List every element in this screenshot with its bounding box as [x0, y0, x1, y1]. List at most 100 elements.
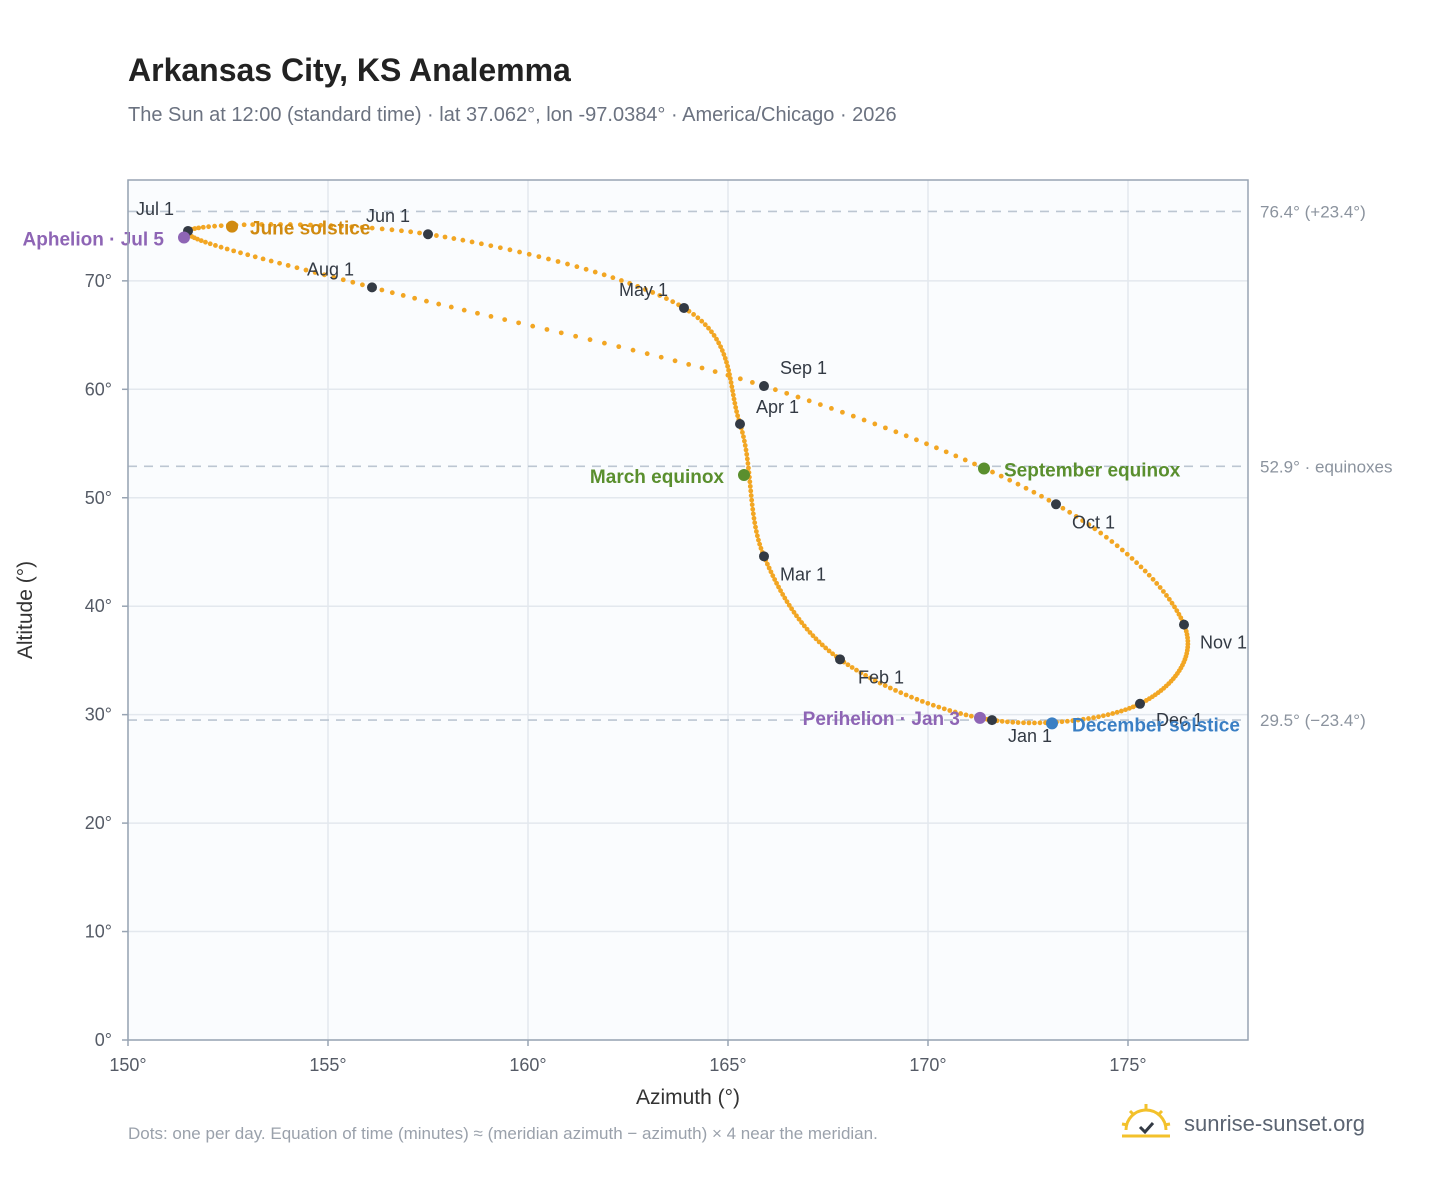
daily-dot — [241, 222, 247, 228]
daily-dot — [721, 352, 727, 357]
daily-dot — [726, 367, 732, 373]
daily-dot — [718, 344, 724, 350]
daily-dot — [714, 336, 719, 342]
x-tick-label: 165° — [709, 1055, 746, 1075]
daily-dot — [412, 295, 418, 301]
brand-name: sunrise-sunset.org — [1184, 1111, 1365, 1136]
daily-dot — [746, 465, 751, 471]
daily-dot — [733, 404, 739, 410]
plot-area — [128, 180, 1248, 1040]
daily-dot — [399, 228, 404, 234]
month-label: Mar 1 — [780, 564, 826, 584]
daily-dot — [1007, 477, 1013, 483]
daily-dot — [740, 430, 745, 435]
daily-dot — [709, 329, 714, 335]
daily-dot — [340, 277, 346, 283]
daily-dot — [536, 254, 542, 260]
daily-dot — [732, 400, 738, 406]
daily-dot — [1086, 716, 1091, 721]
month-label: May 1 — [619, 280, 668, 300]
daily-dot — [909, 694, 914, 700]
daily-dot — [1010, 719, 1016, 725]
daily-dot — [1154, 581, 1160, 586]
x-tick-label: 150° — [109, 1055, 146, 1075]
daily-dot — [207, 241, 213, 247]
event-marker — [226, 220, 238, 233]
daily-dot — [627, 281, 633, 286]
daily-dot — [658, 354, 664, 360]
daily-dot — [359, 224, 365, 230]
daily-dot — [903, 433, 909, 439]
month-label: Sep 1 — [780, 358, 827, 378]
daily-dot — [914, 696, 920, 702]
event-label: March equinox — [590, 467, 725, 488]
daily-dot — [339, 223, 344, 229]
daily-dot — [630, 347, 636, 353]
month-label: Jun 1 — [366, 206, 410, 226]
daily-dot — [1080, 518, 1086, 523]
daily-dot — [203, 239, 208, 245]
daily-dot — [331, 274, 337, 280]
daily-dot — [252, 254, 258, 260]
daily-dot — [919, 698, 925, 704]
daily-dot — [748, 493, 754, 498]
daily-dot — [1005, 719, 1010, 725]
daily-dot — [813, 636, 819, 642]
x-tick-label: 155° — [309, 1055, 346, 1075]
daily-dot — [318, 222, 324, 228]
event-label: Perihelion · Jan 3 — [803, 709, 960, 730]
daily-dot — [350, 279, 356, 285]
daily-dot — [195, 236, 200, 242]
event-label: December solstice — [1072, 715, 1240, 736]
daily-dot — [250, 222, 256, 227]
brand[interactable]: sunrise-sunset.org — [1120, 1102, 1365, 1146]
sun-icon — [1120, 1102, 1172, 1147]
daily-dot — [602, 340, 607, 346]
daily-dot — [389, 227, 395, 233]
daily-dot — [502, 317, 508, 323]
daily-dot — [953, 453, 959, 459]
daily-dot — [1073, 513, 1079, 519]
daily-dot — [1046, 497, 1052, 503]
daily-dot — [1142, 568, 1148, 574]
daily-dot — [1118, 708, 1124, 714]
daily-dot — [734, 409, 739, 414]
daily-dot — [389, 290, 395, 296]
daily-dot — [730, 392, 736, 398]
daily-dot — [749, 502, 755, 508]
daily-dot — [198, 238, 204, 244]
daily-dot — [776, 584, 781, 590]
y-tick-label: 60° — [85, 379, 112, 399]
daily-dot — [819, 642, 825, 648]
daily-dot — [644, 351, 650, 357]
daily-dot — [774, 580, 779, 586]
daily-dot — [442, 234, 448, 240]
y-tick-label: 70° — [85, 271, 112, 291]
daily-dot — [730, 388, 735, 394]
daily-dot — [823, 645, 829, 651]
daily-dot — [768, 569, 774, 575]
daily-dot — [1096, 714, 1101, 720]
daily-dot — [546, 256, 551, 262]
daily-dot — [930, 702, 936, 708]
daily-dot — [238, 250, 243, 256]
daily-dot — [858, 670, 864, 676]
daily-dot — [725, 372, 731, 378]
daily-dot — [587, 337, 593, 343]
daily-dot — [780, 591, 786, 597]
daily-dot — [1032, 720, 1037, 726]
daily-dot — [752, 520, 758, 526]
daily-dot — [725, 363, 731, 369]
daily-dot — [750, 506, 756, 512]
daily-dot — [1157, 585, 1163, 590]
daily-dot — [737, 376, 743, 382]
daily-dot — [1059, 719, 1065, 725]
daily-dot — [1134, 560, 1140, 566]
event-markers: June solstice March equinox September equi… — [23, 219, 1240, 737]
month-label: Apr 1 — [756, 397, 799, 417]
daily-dot — [722, 355, 728, 361]
daily-dot — [1037, 720, 1043, 726]
daily-dot — [349, 224, 355, 230]
daily-dot — [747, 483, 753, 489]
